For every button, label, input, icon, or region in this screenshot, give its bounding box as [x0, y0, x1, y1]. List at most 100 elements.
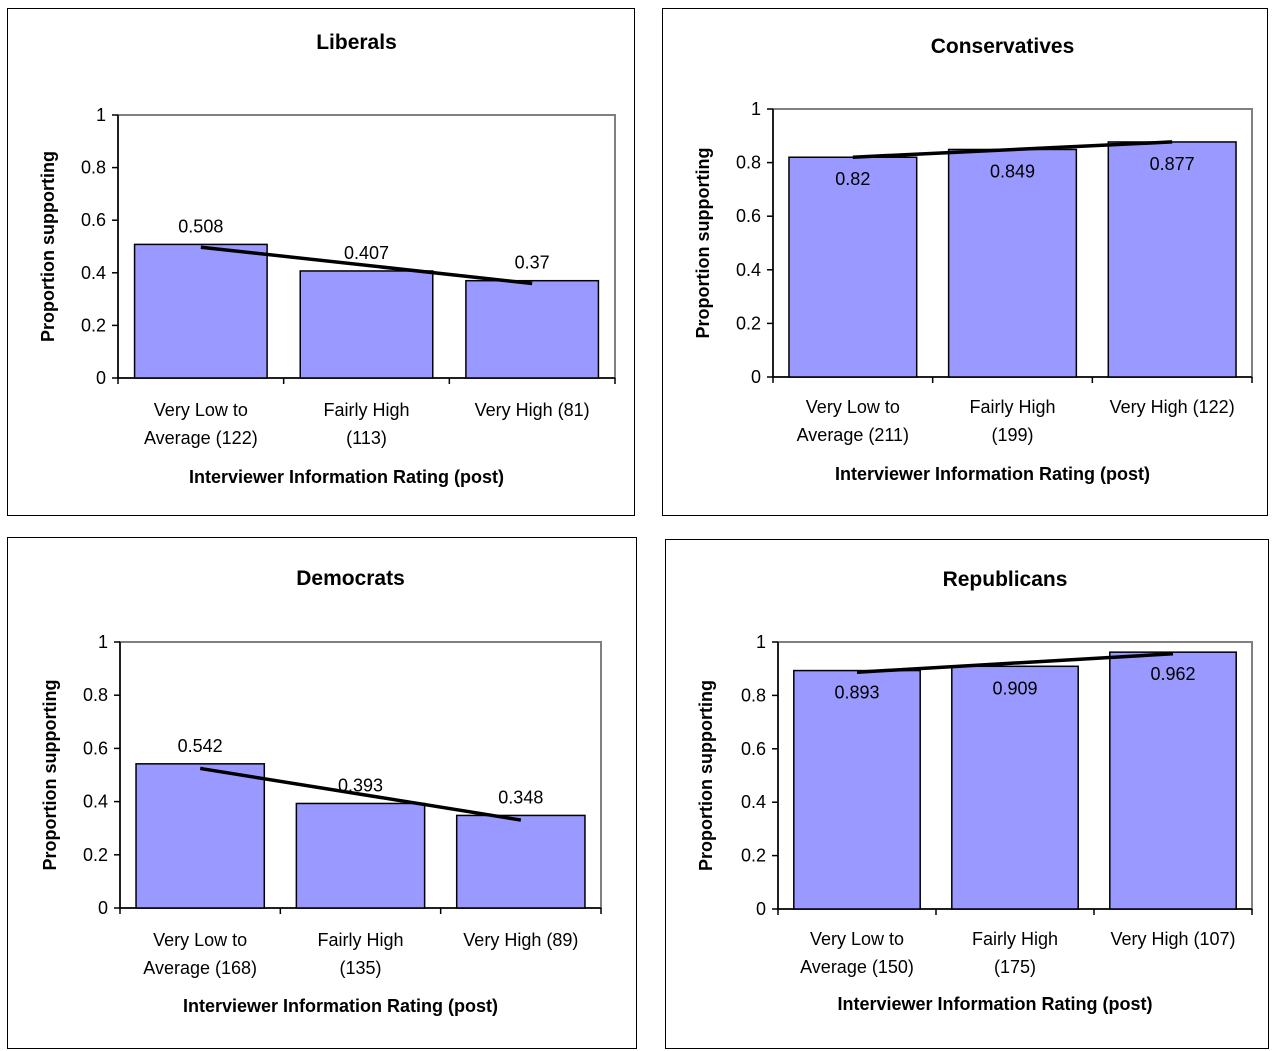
x-category-label: Fairly High (175): [972, 929, 1058, 977]
y-tick-label: 0: [756, 899, 766, 919]
chart-panel-liberals: Liberals 0 0.2 0.4 0.6 0.8 1 0.508 0.407 0.37 Very…: [7, 8, 635, 516]
bar: [793, 669, 921, 910]
bar: [133, 243, 268, 379]
y-tick-label: 1: [98, 632, 108, 652]
x-category-label: Very High (122): [1110, 397, 1235, 417]
bar: [788, 156, 918, 378]
bar: [1109, 651, 1237, 910]
x-category-label: Very Low to Average (168): [143, 930, 257, 978]
y-tick-label: 0.8: [741, 685, 766, 705]
x-category-label-line: Fairly High: [969, 397, 1055, 417]
y-tick-label: 0: [96, 368, 106, 388]
data-label: 0.849: [990, 161, 1035, 181]
trendline: [852, 140, 1173, 159]
x-axis-title: Interviewer Information Rating (post): [837, 994, 1152, 1014]
x-category-label-line: Very High (107): [1110, 929, 1235, 949]
chart-title: Republicans: [943, 568, 1068, 591]
bar: [465, 279, 600, 379]
data-label: 0.82: [835, 169, 870, 189]
x-category-label-line: (113): [346, 428, 387, 448]
y-tick-label: 0: [98, 898, 108, 918]
chart-svg: Democrats 0 0.2 0.4 0.6 0.8 1 0.542 0.393 0.348 Ve…: [40, 567, 602, 1016]
bar: [951, 665, 1079, 910]
chart-panel-republicans: Republicans 0 0.2 0.4 0.6 0.8 1 0.893 0.909 0.962…: [665, 539, 1269, 1049]
chart-title: Liberals: [316, 31, 397, 54]
x-axis-title: Interviewer Information Rating (post): [189, 467, 504, 487]
y-tick-label: 0.2: [81, 315, 106, 335]
x-category-label-line: (199): [991, 425, 1033, 445]
x-category-label-line: Very High (122): [1110, 397, 1235, 417]
data-label: 0.542: [178, 736, 223, 756]
x-category-label-line: Very Low to: [153, 930, 247, 950]
x-category-label-line: Fairly High: [323, 400, 409, 420]
x-category-label: Very Low to Average (150): [800, 929, 914, 977]
chart-svg: Conservatives 0 0.2 0.4 0.6 0.8 1 0.82 0.849 0.87…: [693, 35, 1253, 484]
bar: [295, 802, 426, 909]
chart-panel-conservatives: Conservatives 0 0.2 0.4 0.6 0.8 1 0.82 0.849 0.87…: [662, 8, 1268, 516]
x-category-label-line: Average (168): [143, 958, 257, 978]
y-axis-title: Proportion supporting: [40, 680, 60, 871]
data-label: 0.877: [1150, 154, 1195, 174]
chart-title: Conservatives: [931, 35, 1075, 58]
x-category-label-line: Fairly High: [972, 929, 1058, 949]
trendline: [200, 245, 533, 286]
x-category-label: Very High (107): [1110, 929, 1235, 949]
chart-panel-democrats: Democrats 0 0.2 0.4 0.6 0.8 1 0.542 0.393 0.348 Ve…: [7, 537, 637, 1049]
bar: [1107, 141, 1237, 378]
x-category-label-line: (135): [339, 958, 381, 978]
trendline: [199, 766, 522, 822]
x-category-label-line: Very High (89): [463, 930, 578, 950]
y-tick-label: 0.4: [736, 260, 761, 280]
x-category-label: Very Low to Average (122): [144, 400, 258, 448]
y-tick-label: 0.8: [83, 685, 108, 705]
x-category-label-line: Very High (81): [475, 400, 590, 420]
data-label: 0.348: [498, 787, 543, 807]
x-category-label-line: (175): [994, 957, 1036, 977]
y-tick-label: 0: [751, 367, 761, 387]
chart-svg: Liberals 0 0.2 0.4 0.6 0.8 1 0.508 0.407 0.37 Very…: [38, 31, 616, 487]
y-tick-label: 1: [756, 632, 766, 652]
bar: [135, 763, 266, 909]
y-axis-title: Proportion supporting: [38, 151, 58, 342]
x-category-label: Fairly High (113): [323, 400, 409, 448]
y-tick-label: 0.4: [81, 263, 106, 283]
x-category-label-line: Very Low to: [154, 400, 248, 420]
data-label: 0.37: [515, 253, 550, 273]
bar: [299, 270, 434, 379]
y-tick-label: 0.4: [83, 792, 108, 812]
x-category-label: Fairly High (135): [317, 930, 403, 978]
x-category-label: Very Low to Average (211): [797, 397, 909, 445]
y-tick-label: 0.2: [736, 313, 761, 333]
x-category-label-line: Very Low to: [810, 929, 904, 949]
x-category-label: Very High (89): [463, 930, 578, 950]
chart-title: Democrats: [296, 567, 405, 590]
x-category-label-line: Average (211): [797, 425, 909, 445]
trendline: [856, 652, 1174, 674]
x-category-label-line: Average (150): [800, 957, 914, 977]
data-label: 0.893: [834, 683, 879, 703]
chart-svg: Republicans 0 0.2 0.4 0.6 0.8 1 0.893 0.909 0.962…: [696, 568, 1253, 1014]
x-category-label: Very High (81): [475, 400, 590, 420]
data-label: 0.962: [1150, 664, 1195, 684]
data-label: 0.393: [338, 775, 383, 795]
x-axis-title: Interviewer Information Rating (post): [835, 464, 1150, 484]
data-label: 0.909: [992, 678, 1037, 698]
x-category-label: Fairly High (199): [969, 397, 1055, 445]
y-tick-label: 0.6: [741, 739, 766, 759]
y-tick-label: 0.2: [83, 845, 108, 865]
x-axis-title: Interviewer Information Rating (post): [183, 996, 498, 1016]
y-tick-label: 0.8: [736, 153, 761, 173]
y-tick-label: 0.6: [736, 206, 761, 226]
y-tick-label: 1: [751, 99, 761, 119]
y-tick-label: 0.4: [741, 792, 766, 812]
bar: [455, 814, 586, 909]
y-tick-label: 0.8: [81, 158, 106, 178]
data-label: 0.407: [344, 243, 389, 263]
y-tick-label: 0.2: [741, 846, 766, 866]
y-tick-label: 1: [96, 105, 106, 125]
x-category-label-line: Average (122): [144, 428, 258, 448]
y-tick-label: 0.6: [83, 738, 108, 758]
x-category-label-line: Fairly High: [317, 930, 403, 950]
y-axis-title: Proportion supporting: [693, 148, 713, 339]
data-label: 0.508: [178, 216, 223, 236]
